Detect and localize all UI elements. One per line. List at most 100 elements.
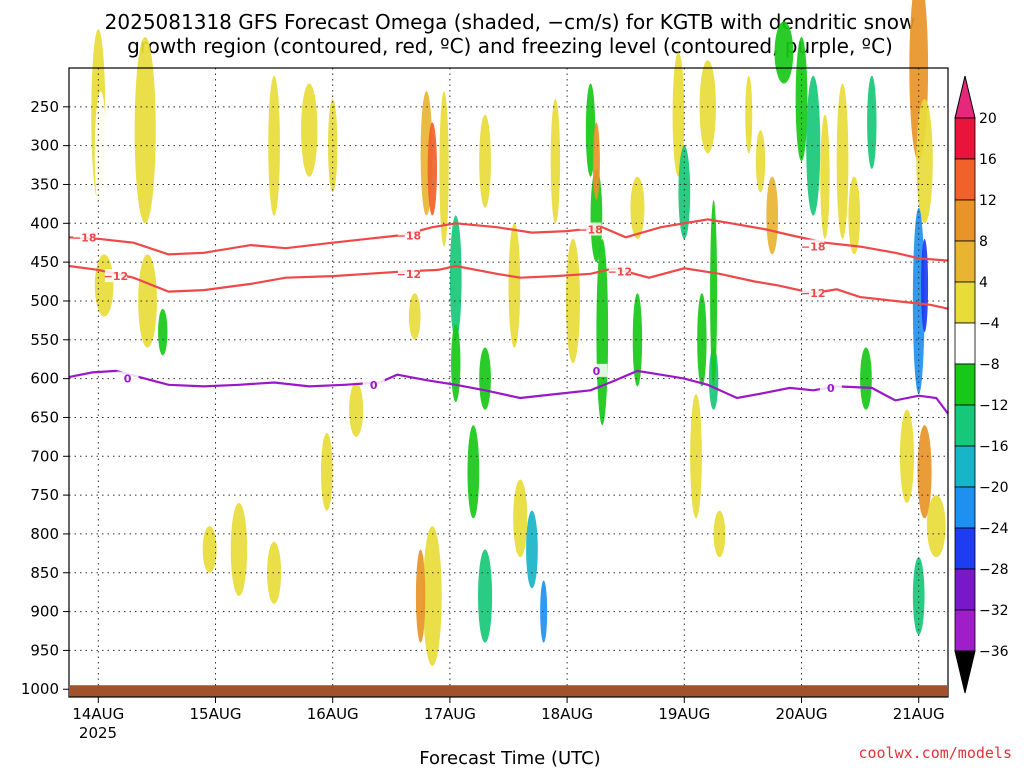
contour-label: 0 bbox=[124, 373, 132, 386]
contour-label: −12 bbox=[801, 287, 826, 300]
colorbar-segment bbox=[954, 445, 976, 488]
y-tick-label: 400 bbox=[30, 214, 59, 232]
colorbar-label: −36 bbox=[979, 644, 1009, 660]
contour-label-bg bbox=[585, 363, 608, 377]
omega-blob bbox=[836, 83, 849, 239]
omega-blob bbox=[427, 122, 438, 216]
omega-blob bbox=[848, 176, 861, 255]
contour-label-bg bbox=[819, 380, 842, 394]
colorbar-segment bbox=[954, 199, 976, 242]
colorbar-segment bbox=[954, 527, 976, 570]
ground-surface bbox=[70, 685, 947, 697]
contour-label: −12 bbox=[397, 268, 422, 281]
colorbar-bottom-arrow bbox=[954, 650, 976, 694]
omega-blob bbox=[439, 91, 449, 247]
colorbar-top-arrow bbox=[954, 75, 976, 119]
omega-blob bbox=[301, 83, 318, 177]
colorbar-segment bbox=[954, 363, 976, 406]
omega-blob bbox=[926, 495, 946, 558]
omega-blob bbox=[479, 114, 491, 208]
contour-label-bg bbox=[397, 266, 420, 280]
omega-blob bbox=[565, 238, 580, 364]
contour-label-bg bbox=[608, 264, 631, 278]
contour-label: 0 bbox=[370, 379, 378, 392]
chart-title-line2: growth region (contoured, red, ºC) and f… bbox=[127, 34, 893, 58]
colorbar-segment bbox=[954, 281, 976, 324]
colorbar-segment bbox=[954, 609, 976, 652]
omega-blob bbox=[592, 122, 600, 201]
contour-label: −18 bbox=[72, 231, 97, 244]
contour-label: −18 bbox=[801, 241, 826, 254]
omega-blob bbox=[451, 324, 461, 402]
omega-blob bbox=[508, 223, 521, 348]
omega-blob bbox=[134, 36, 156, 224]
x-tick-label: 20AUG bbox=[776, 705, 828, 723]
omega-blob bbox=[526, 510, 538, 589]
omega-blob bbox=[349, 382, 364, 437]
omega-blob bbox=[94, 91, 107, 216]
colorbar-segment bbox=[954, 568, 976, 611]
omega-blob bbox=[820, 114, 830, 239]
omega-blob bbox=[806, 75, 821, 216]
grid-layer bbox=[69, 68, 948, 697]
colorbar-segment bbox=[954, 486, 976, 529]
omega-shading-layer bbox=[91, 0, 946, 666]
x-tick-label: 19AUG bbox=[658, 705, 710, 723]
omega-blob bbox=[921, 238, 929, 333]
omega-blob bbox=[917, 425, 932, 519]
colorbar-label: −24 bbox=[979, 521, 1009, 537]
colorbar-segment bbox=[954, 404, 976, 447]
colorbar-segment bbox=[954, 117, 976, 160]
omega-blob bbox=[467, 425, 480, 519]
omega-blob bbox=[230, 502, 248, 597]
omega-blob bbox=[320, 432, 333, 511]
omega-blob bbox=[138, 254, 157, 348]
colorbar-label: −4 bbox=[979, 316, 1000, 332]
omega-blob bbox=[867, 75, 877, 169]
omega-blob bbox=[630, 176, 645, 239]
y-tick-label: 650 bbox=[30, 408, 59, 426]
y-tick-label: 700 bbox=[30, 447, 59, 465]
x-tick-label: 18AUG bbox=[541, 705, 593, 723]
omega-blob bbox=[479, 347, 491, 410]
x-tick-label: 17AUG bbox=[424, 705, 476, 723]
contour-layer: −18 −18 −18 −18 −12 −12 −12 −12 0 0 0 0 bbox=[68, 218, 949, 415]
contour-label-bg bbox=[802, 239, 825, 253]
omega-blob bbox=[415, 549, 426, 643]
y-tick-label: 250 bbox=[30, 98, 59, 116]
colorbar-label: −28 bbox=[979, 562, 1009, 578]
colorbar-label: −20 bbox=[979, 480, 1009, 496]
y-tick-label: 950 bbox=[30, 641, 59, 659]
contour-label: −12 bbox=[104, 270, 129, 283]
omega-blob bbox=[745, 75, 753, 154]
colorbar-label: 8 bbox=[979, 234, 988, 250]
colorbar-segment bbox=[954, 240, 976, 283]
plot-area: −18 −18 −18 −18 −12 −12 −12 −12 0 0 0 0 bbox=[68, 0, 949, 698]
omega-blob bbox=[422, 526, 442, 666]
contour-label: −18 bbox=[578, 224, 603, 237]
omega-blob bbox=[408, 293, 421, 340]
y-tick-label: 750 bbox=[30, 486, 59, 504]
x-tick-label: 14AUG bbox=[72, 705, 124, 723]
y-tick-label: 300 bbox=[30, 137, 59, 155]
year-label: 2025 bbox=[79, 724, 117, 742]
colorbar-label: −16 bbox=[979, 439, 1009, 455]
x-axis-label: Forecast Time (UTC) bbox=[419, 748, 600, 768]
x-tick-label: 21AUG bbox=[893, 705, 945, 723]
omega-blob bbox=[678, 145, 691, 239]
contour-label: 0 bbox=[827, 382, 835, 395]
contour-label: −18 bbox=[397, 230, 422, 243]
contour-label-bg bbox=[802, 286, 825, 300]
omega-blob bbox=[774, 21, 794, 84]
colorbar-label: 12 bbox=[979, 193, 997, 209]
pressure-axis: 250 300 350 400 450 500 550 600 650 700 750 800 850 9… bbox=[21, 98, 69, 698]
colorbar-label: 16 bbox=[979, 152, 997, 168]
ground-layer bbox=[70, 685, 947, 697]
omega-blob bbox=[268, 75, 280, 216]
contour-label-bg bbox=[73, 230, 96, 244]
omega-blob bbox=[632, 293, 643, 387]
y-tick-label: 500 bbox=[30, 292, 59, 310]
omega-blob bbox=[590, 168, 603, 263]
omega-blob bbox=[710, 200, 718, 387]
